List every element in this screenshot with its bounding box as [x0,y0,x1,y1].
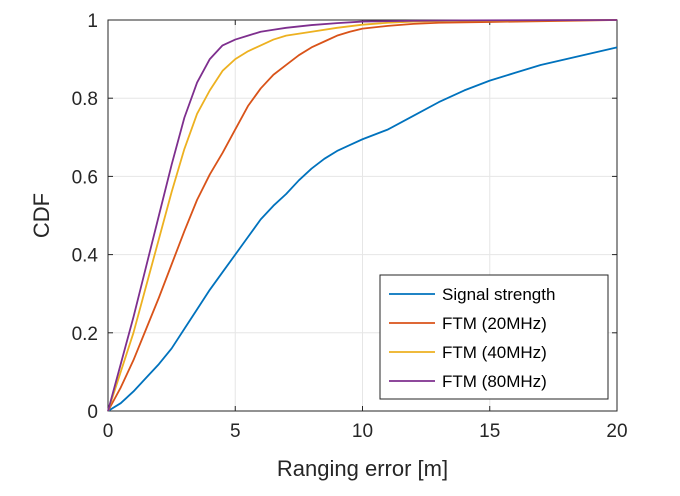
legend-box [379,274,609,400]
legend: Signal strength FTM (20MHz) FTM (40MHz) FTM… [379,274,609,400]
legend-label-3: FTM (40MHz) [442,343,547,362]
x-tick-labels: 0 5 10 15 20 [103,421,628,442]
x-axis-label: Ranging error [m] [277,456,448,481]
y-tick-label: 0 [87,402,98,423]
legend-label-2: FTM (20MHz) [442,314,547,333]
series-line-4 [107,19,618,412]
x-tick-label: 5 [230,421,241,442]
y-tick-label: 0.2 [72,324,98,345]
y-tick-label: 0.8 [72,89,98,110]
series-line-1 [107,46,618,412]
x-tick-label: 20 [606,421,627,442]
x-tick-label: 0 [103,421,114,442]
y-tick-label: 1 [87,11,98,32]
series-line-3 [107,19,618,412]
legend-label-1: Signal strength [442,285,555,304]
y-tick-label: 0.4 [72,246,99,267]
series-lines [107,19,618,412]
legend-label-4: FTM (80MHz) [442,372,547,391]
series-line-2 [107,19,618,412]
x-tick-label: 10 [352,421,373,442]
y-tick-label: 0.6 [72,167,98,188]
y-tick-labels: 0 0.2 0.4 0.6 0.8 1 [72,11,99,423]
y-axis-label: CDF [29,193,54,238]
x-tick-label: 15 [479,421,500,442]
